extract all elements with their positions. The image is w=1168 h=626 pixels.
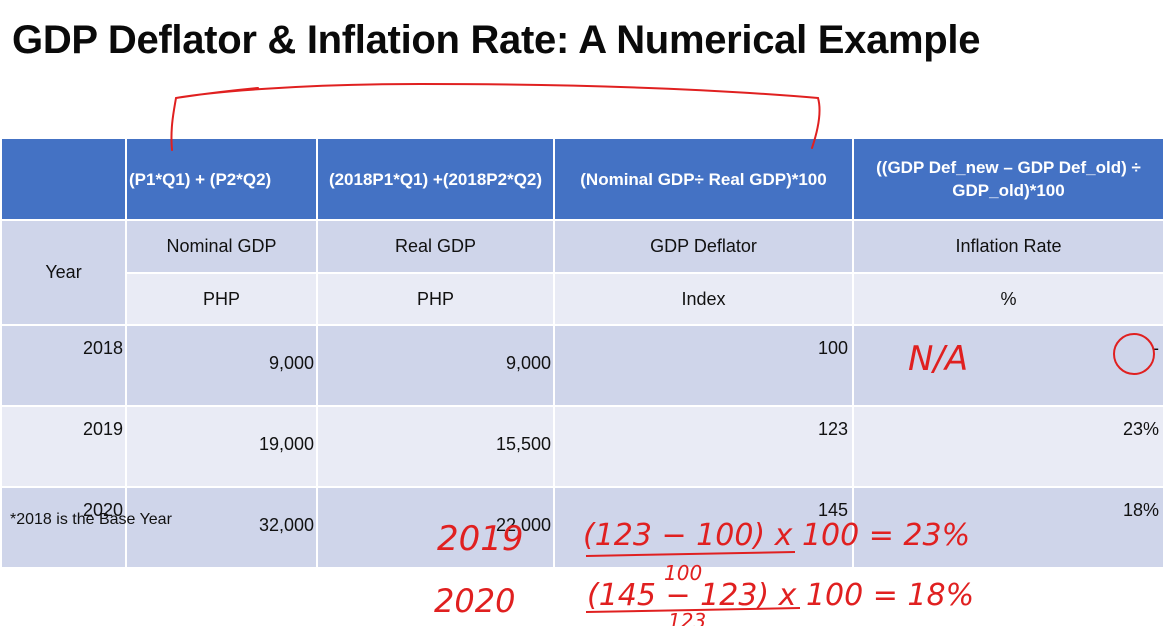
header-nominal: Nominal GDP [125, 219, 318, 274]
handwritten-2020-denominator: 123 [668, 609, 706, 626]
unit-nominal: PHP [125, 272, 318, 326]
cell-inflation: 23% [852, 405, 1165, 488]
cell-year: 2018 [0, 324, 127, 407]
unit-inflation: % [852, 272, 1165, 326]
unit-deflator: Index [553, 272, 854, 326]
header-deflator: GDP Deflator [553, 219, 854, 274]
formula-empty-cell [0, 137, 127, 221]
handwritten-2020-expr: (145 − 123) x 100 = 18% [587, 578, 974, 613]
cell-deflator: 100 [553, 324, 854, 407]
header-row: Year Nominal GDP Real GDP GDP Deflator I… [0, 219, 1165, 326]
slide-title: GDP Deflator & Inflation Rate: A Numeric… [12, 18, 981, 62]
header-real: Real GDP [316, 219, 555, 274]
handwritten-2020-year: 2020 [434, 582, 515, 620]
cell-nominal: 32,000 [125, 486, 318, 569]
formula-nominal: (P1*Q1) + (P2*Q2) [125, 137, 318, 221]
cell-inflation: 18% [852, 486, 1165, 569]
table-row: 2020 32,000 22,000 145 18% [0, 486, 1165, 569]
cell-real: 9,000 [316, 324, 555, 407]
cell-real: 22,000 [316, 486, 555, 569]
formula-row: (P1*Q1) + (P2*Q2) (2018P1*Q1) +(2018P2*Q… [0, 137, 1165, 221]
table-row: 2019 19,000 15,500 123 23% [0, 405, 1165, 488]
unit-real: PHP [316, 272, 555, 326]
cell-year: 2019 [0, 405, 127, 488]
header-inflation: Inflation Rate [852, 219, 1165, 274]
gdp-table: (P1*Q1) + (P2*Q2) (2018P1*Q1) +(2018P2*Q… [0, 137, 1165, 569]
cell-deflator: 123 [553, 405, 854, 488]
cell-inflation: - [852, 324, 1165, 407]
formula-deflator: (Nominal GDP÷ Real GDP)*100 [553, 137, 854, 221]
cell-nominal: 19,000 [125, 405, 318, 488]
handwritten-2020-fraction-bar [585, 607, 801, 613]
table-row: 2018 9,000 9,000 100 - [0, 324, 1165, 407]
cell-year: 2020 [0, 486, 127, 569]
header-year: Year [0, 219, 127, 326]
base-year-footnote: *2018 is the Base Year [10, 511, 172, 528]
unit-row: PHP PHP Index % [1, 272, 1165, 326]
cell-deflator: 145 [553, 486, 854, 569]
cell-nominal: 9,000 [125, 324, 318, 407]
cell-real: 15,500 [316, 405, 555, 488]
formula-inflation: ((GDP Def_new – GDP Def_old) ÷ GDP_old)*… [852, 137, 1165, 221]
formula-real: (2018P1*Q1) +(2018P2*Q2) [316, 137, 555, 221]
